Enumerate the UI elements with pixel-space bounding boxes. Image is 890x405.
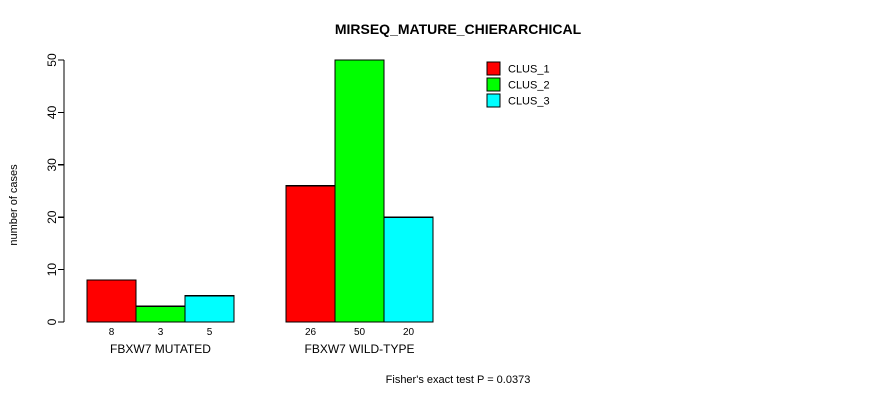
y-tick-label: 40 bbox=[45, 105, 59, 119]
y-tick-label-group: 0 10 20 30 40 50 bbox=[45, 53, 59, 325]
legend-swatch-clus_2 bbox=[486, 77, 501, 92]
bar-clus_1-fbxw7-wild-type bbox=[285, 185, 336, 323]
bar-value-label: 20 bbox=[403, 327, 415, 338]
chart-legend: CLUS_1 CLUS_2 CLUS_3 bbox=[486, 61, 550, 108]
group-label-group: FBXW7 MUTATED FBXW7 WILD-TYPE bbox=[110, 342, 414, 356]
y-tick-label: 30 bbox=[45, 158, 59, 172]
bar-clus_1-fbxw7-mutated bbox=[86, 279, 137, 323]
bar-clus_3-fbxw7-wild-type bbox=[383, 216, 434, 323]
y-axis-title: number of cases bbox=[8, 164, 20, 246]
y-axis: 0 10 20 30 40 50 bbox=[45, 53, 65, 325]
bar-value-label: 50 bbox=[354, 327, 366, 338]
legend-swatch-clus_3 bbox=[486, 93, 501, 108]
bar-value-label: 5 bbox=[207, 327, 213, 338]
bar-value-label: 3 bbox=[158, 327, 164, 338]
y-tick-label: 50 bbox=[45, 53, 59, 67]
footnote-text: Fisher's exact test P = 0.0373 bbox=[386, 374, 531, 386]
legend-label-clus_2: CLUS_2 bbox=[508, 80, 550, 92]
legend-label-clus_3: CLUS_3 bbox=[508, 96, 550, 108]
y-tick-label: 0 bbox=[45, 318, 59, 325]
page-title: MIRSEQ_MATURE_CHIERARCHICAL bbox=[335, 21, 582, 37]
group-label: FBXW7 WILD-TYPE bbox=[304, 342, 414, 356]
group-label: FBXW7 MUTATED bbox=[110, 342, 211, 356]
y-tick-label: 20 bbox=[45, 210, 59, 224]
y-axis-line bbox=[58, 59, 65, 323]
legend-swatch-clus_1 bbox=[486, 61, 501, 76]
bar-clus_2-fbxw7-mutated bbox=[135, 305, 186, 323]
bar-clus_3-fbxw7-mutated bbox=[184, 295, 235, 323]
bars-layer bbox=[86, 59, 434, 323]
bar-value-label: 26 bbox=[305, 327, 317, 338]
bar-value-label-group: 8 3 5 26 50 20 bbox=[109, 327, 415, 338]
bar-clus_2-fbxw7-wild-type bbox=[334, 59, 385, 323]
bar-value-label: 8 bbox=[109, 327, 115, 338]
legend-label-clus_1: CLUS_1 bbox=[508, 64, 550, 76]
y-tick-label: 10 bbox=[45, 263, 59, 277]
